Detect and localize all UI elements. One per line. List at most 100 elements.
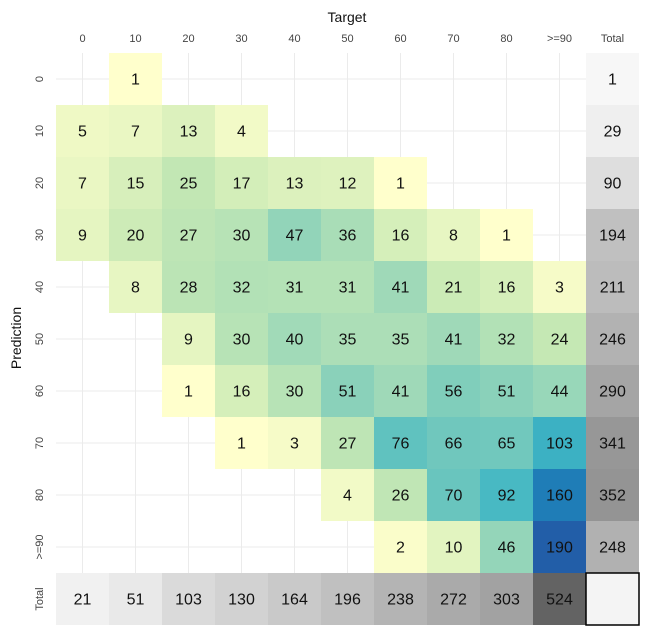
- heatmap-cell-label: 5: [78, 124, 87, 141]
- heatmap-cell: [321, 469, 374, 521]
- heatmap-cell: [374, 157, 427, 209]
- heatmap-cell-label: 92: [498, 488, 516, 505]
- row-total-cell-label: 90: [604, 176, 622, 193]
- heatmap-cell-label: 16: [498, 280, 516, 297]
- x-tick-label: 0: [79, 33, 85, 45]
- heatmap-cell-label: 3: [555, 280, 564, 297]
- row-total-cell: [586, 157, 639, 209]
- row-total-cell-label: 194: [599, 228, 626, 245]
- heatmap-cell: [427, 209, 480, 261]
- column-total-cell: [533, 573, 586, 625]
- heatmap-cell-label: 30: [233, 228, 251, 245]
- heatmap-cell: [56, 157, 109, 209]
- heatmap-cell-label: 35: [392, 332, 410, 349]
- heatmap-cell: [215, 157, 268, 209]
- heatmap-cell: [109, 209, 162, 261]
- y-tick-label: 50: [34, 333, 46, 345]
- heatmap-cell: [215, 261, 268, 313]
- column-total-cell: [480, 573, 533, 625]
- heatmap-cell-label: 7: [131, 124, 140, 141]
- heatmap-cell: [268, 417, 321, 469]
- x-tick-label: Total: [601, 33, 624, 45]
- x-tick-label: 40: [288, 33, 300, 45]
- heatmap-cell-label: 190: [546, 540, 573, 557]
- heatmap-cell-label: 103: [546, 436, 573, 453]
- y-tick-label: 70: [34, 437, 46, 449]
- heatmap-cell: [268, 313, 321, 365]
- row-total-cell-label: 1: [608, 72, 617, 89]
- column-total-cell-label: 196: [334, 592, 361, 609]
- heatmap-cell-label: 21: [445, 280, 463, 297]
- heatmap-cell: [162, 365, 215, 417]
- y-tick-label: 40: [34, 281, 46, 293]
- heatmap-cell-label: 1: [237, 436, 246, 453]
- heatmap-cell: [480, 365, 533, 417]
- heatmap-cell-label: 1: [131, 72, 140, 89]
- x-tick-label: >=90: [547, 33, 572, 45]
- heatmap-cell-label: 2: [396, 540, 405, 557]
- heatmap-cell: [162, 261, 215, 313]
- heatmap-cell-label: 10: [445, 540, 463, 557]
- heatmap-cell-label: 9: [78, 228, 87, 245]
- x-axis-title: Target: [328, 9, 367, 25]
- heatmap-cell-label: 15: [127, 176, 145, 193]
- heatmap-cell: [321, 313, 374, 365]
- cells: 15 7 13 47 15 25 17 13 12 19 20 27 30 47 36 16 8 18 28 32 31…: [56, 53, 640, 626]
- heatmap-cell: [162, 105, 215, 157]
- column-total-cell: [162, 573, 215, 625]
- heatmap-cell: [56, 209, 109, 261]
- heatmap-cell-label: 8: [449, 228, 458, 245]
- heatmap-cell: [215, 209, 268, 261]
- heatmap-cell: [215, 417, 268, 469]
- heatmap-cell: [480, 313, 533, 365]
- heatmap-cell: [215, 313, 268, 365]
- column-total-cell-label: 51: [127, 592, 145, 609]
- heatmap-cell-label: 36: [339, 228, 357, 245]
- y-tick-label: 20: [34, 177, 46, 189]
- column-total-cell: [321, 573, 374, 625]
- y-tick-label: 80: [34, 489, 46, 501]
- column-total-cell: [109, 573, 162, 625]
- heatmap-cell-label: 13: [180, 124, 198, 141]
- row-total-cell: [586, 521, 639, 573]
- row-total-cell: [586, 365, 639, 417]
- heatmap-cell: [533, 313, 586, 365]
- heatmap-cell-label: 46: [498, 540, 516, 557]
- column-total-cell-label: 164: [281, 592, 308, 609]
- heatmap-cell: [427, 469, 480, 521]
- heatmap-cell: [480, 261, 533, 313]
- y-tick-label: Total: [34, 587, 46, 610]
- heatmap-cell-label: 1: [502, 228, 511, 245]
- heatmap-cell-label: 28: [180, 280, 198, 297]
- row-total-cell-label: 352: [599, 488, 626, 505]
- row-total-cell: [586, 313, 639, 365]
- heatmap-cell: [427, 261, 480, 313]
- column-total-cell-label: 103: [175, 592, 202, 609]
- heatmap-cell: [533, 469, 586, 521]
- heatmap-cell: [268, 209, 321, 261]
- heatmap-cell: [374, 261, 427, 313]
- heatmap-cell-label: 76: [392, 436, 410, 453]
- heatmap-cell-label: 65: [498, 436, 516, 453]
- heatmap-cell-label: 8: [131, 280, 140, 297]
- row-total-cell: [586, 469, 639, 521]
- grand-total-cell: [585, 572, 640, 626]
- heatmap-cell: [374, 365, 427, 417]
- heatmap-cell: [162, 209, 215, 261]
- heatmap-cell-label: 44: [551, 384, 569, 401]
- heatmap-cell-label: 27: [180, 228, 198, 245]
- column-total-cell: [215, 573, 268, 625]
- heatmap-cell: [162, 313, 215, 365]
- heatmap-cell-label: 24: [551, 332, 569, 349]
- heatmap-cell-label: 32: [498, 332, 516, 349]
- heatmap-cell-label: 1: [184, 384, 193, 401]
- y-tick-label: >=90: [34, 534, 46, 559]
- heatmap-cell-label: 66: [445, 436, 463, 453]
- row-total-cell-label: 246: [599, 332, 626, 349]
- heatmap-cell: [109, 53, 162, 105]
- heatmap-cell-label: 12: [339, 176, 357, 193]
- heatmap-cell: [427, 313, 480, 365]
- heatmap-cell-label: 1: [396, 176, 405, 193]
- column-total-cell: [268, 573, 321, 625]
